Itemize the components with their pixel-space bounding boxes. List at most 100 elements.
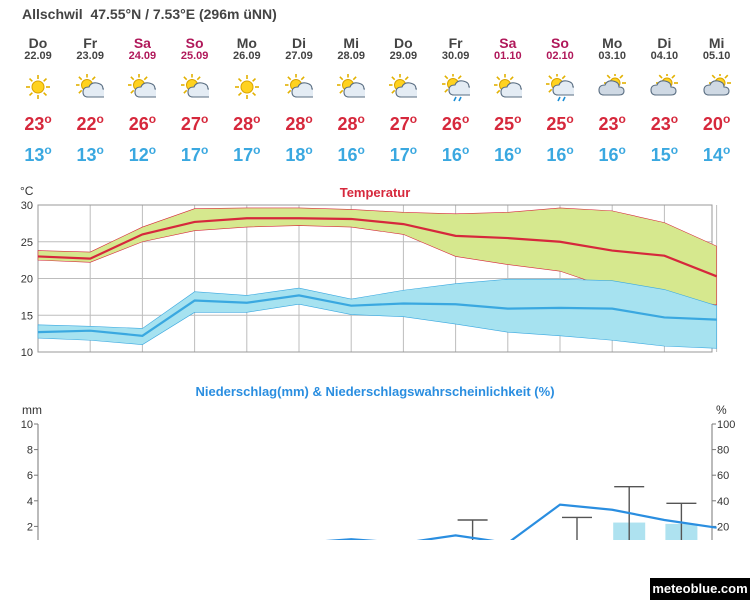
sun-cloud-rain-icon <box>441 72 475 102</box>
y-tick-label-right: 40 <box>717 496 729 508</box>
min-temperature: 16o <box>598 143 626 165</box>
y-tick-label-right: 100 <box>717 419 735 431</box>
day-name: Di <box>657 35 672 51</box>
sun-cloud-icon <box>493 73 527 102</box>
cloud-icon <box>703 72 731 102</box>
temperature-plot: °C Temperatur 10 15 20 25 30 <box>20 184 718 359</box>
max-temperature: 27o <box>389 112 418 134</box>
cloud-icon <box>598 72 627 102</box>
y-tick-label: 20 <box>21 274 33 286</box>
day-date: 27.09 <box>285 50 313 62</box>
day-date: 03.10 <box>598 50 626 62</box>
day-date: 25.09 <box>180 50 209 62</box>
min-temperature: 17o <box>180 143 209 165</box>
probability-axis-unit: % <box>716 403 727 417</box>
temperature-title: Temperatur <box>340 185 411 200</box>
sun-cloud-icon <box>127 73 161 102</box>
min-temperature: 15o <box>650 143 679 165</box>
sun-cloud-rain-icon <box>545 72 579 102</box>
min-temperature: 13o <box>24 143 52 165</box>
min-temperature: 12o <box>128 143 157 165</box>
max-temperature: 28o <box>337 112 365 134</box>
min-temperature: 16o <box>441 143 470 165</box>
max-temp-line <box>37 217 718 278</box>
min-temperature: 14o <box>702 143 731 165</box>
y-tick-label: 25 <box>21 237 33 249</box>
max-temperature: 28o <box>233 112 261 134</box>
day-date: 26.09 <box>233 50 261 62</box>
max-temperature: 20o <box>702 112 731 134</box>
max-temperature: 23o <box>24 112 52 134</box>
y-tick-label: 30 <box>21 200 33 212</box>
min-temperature: 17o <box>389 143 418 165</box>
max-temperature: 26o <box>128 112 157 134</box>
min-temperature: 17o <box>233 143 261 165</box>
day-date: 04.10 <box>650 50 679 62</box>
day-name: Mo <box>236 35 257 51</box>
location-name: Allschwil <box>22 6 83 22</box>
day-name: Sa <box>499 35 517 51</box>
max-temperature: 26o <box>441 112 470 134</box>
temperature-axis-unit: °C <box>20 184 34 198</box>
min-temperature: 16o <box>337 143 365 165</box>
precipitation-plot: Niederschlag(mm) & Niederschlagswahrsche… <box>21 384 735 540</box>
day-date: 23.09 <box>76 50 104 62</box>
y-tick-label: 6 <box>27 470 33 482</box>
daily-forecast-strip: Do 22.09 23o 13o Fr 23.09 22o 13o Sa 24.09 26o 12o S… <box>0 0 750 180</box>
y-tick-label-right: 80 <box>717 445 729 457</box>
sun-cloud-icon <box>180 73 214 102</box>
min-temp-line <box>37 294 717 337</box>
precip-axis-unit: mm <box>22 403 42 417</box>
day-name: Fr <box>83 35 98 51</box>
sun-cloud-icon <box>388 73 422 102</box>
max-temperature: 28o <box>285 112 313 134</box>
day-date: 28.09 <box>337 50 365 62</box>
sunny-icon <box>233 74 261 102</box>
y-tick-label-right: 60 <box>717 470 729 482</box>
min-temperature: 18o <box>285 143 313 165</box>
day-name: Sa <box>133 35 151 51</box>
max-temp-range-band <box>37 207 717 306</box>
sunny-icon <box>24 74 52 102</box>
max-temperature: 25o <box>494 112 522 134</box>
location-header: Allschwil 47.55°N / 7.53°E (296m üNN) <box>22 6 277 22</box>
precipitation-title: Niederschlag(mm) & Niederschlagswahrsche… <box>195 384 554 399</box>
probability-line <box>325 503 717 540</box>
day-date: 01.10 <box>494 50 522 62</box>
day-name: Di <box>292 35 306 51</box>
day-date: 24.09 <box>128 50 157 62</box>
day-name: Do <box>394 35 413 51</box>
day-date: 22.09 <box>24 50 52 62</box>
day-name: Mi <box>708 35 725 51</box>
temperature-chart: °C Temperatur 10 15 20 25 30 Niederschlag(mm) &… <box>20 184 735 540</box>
y-tick-label-right: 20 <box>717 521 729 533</box>
max-temperature: 23o <box>650 112 679 134</box>
y-tick-label: 4 <box>27 496 33 508</box>
sun-cloud-icon <box>336 73 370 102</box>
max-temperature: 27o <box>180 112 209 134</box>
day-name: Mi <box>343 35 359 51</box>
y-tick-label: 10 <box>21 419 33 431</box>
min-temperature: 13o <box>76 143 104 165</box>
day-date: 30.09 <box>441 50 470 62</box>
min-temp-range-band <box>37 278 717 349</box>
cloud-icon <box>650 72 679 102</box>
day-name: Do <box>28 35 48 51</box>
day-date: 02.10 <box>546 50 574 62</box>
y-tick-label: 8 <box>27 445 33 457</box>
min-temperature: 16o <box>546 143 574 165</box>
y-tick-label: 2 <box>27 521 33 533</box>
y-tick-label: 10 <box>21 347 33 359</box>
day-name: So <box>185 35 204 51</box>
min-temperature: 16o <box>494 143 522 165</box>
location-coords: 47.55°N / 7.53°E (296m üNN) <box>90 6 277 22</box>
day-date: 05.10 <box>702 50 731 62</box>
max-temperature: 25o <box>546 112 574 134</box>
day-name: So <box>551 35 569 51</box>
day-date: 29.09 <box>389 50 418 62</box>
sun-cloud-icon <box>75 73 109 102</box>
y-tick-label: 15 <box>21 310 33 322</box>
day-name: Fr <box>448 35 463 51</box>
day-name: Mo <box>602 35 623 51</box>
meteoblue-logo[interactable]: meteoblue.com <box>650 578 750 600</box>
